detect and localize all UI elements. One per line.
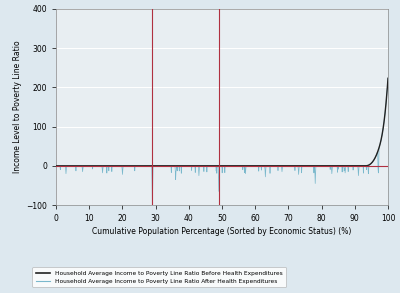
Y-axis label: Income Level to Poverty Line Ratio: Income Level to Poverty Line Ratio	[13, 41, 22, 173]
X-axis label: Cumulative Population Percentage (Sorted by Economic Status) (%): Cumulative Population Percentage (Sorted…	[92, 227, 352, 236]
Legend: Household Average Income to Poverty Line Ratio Before Health Expenditures, House: Household Average Income to Poverty Line…	[32, 267, 286, 287]
